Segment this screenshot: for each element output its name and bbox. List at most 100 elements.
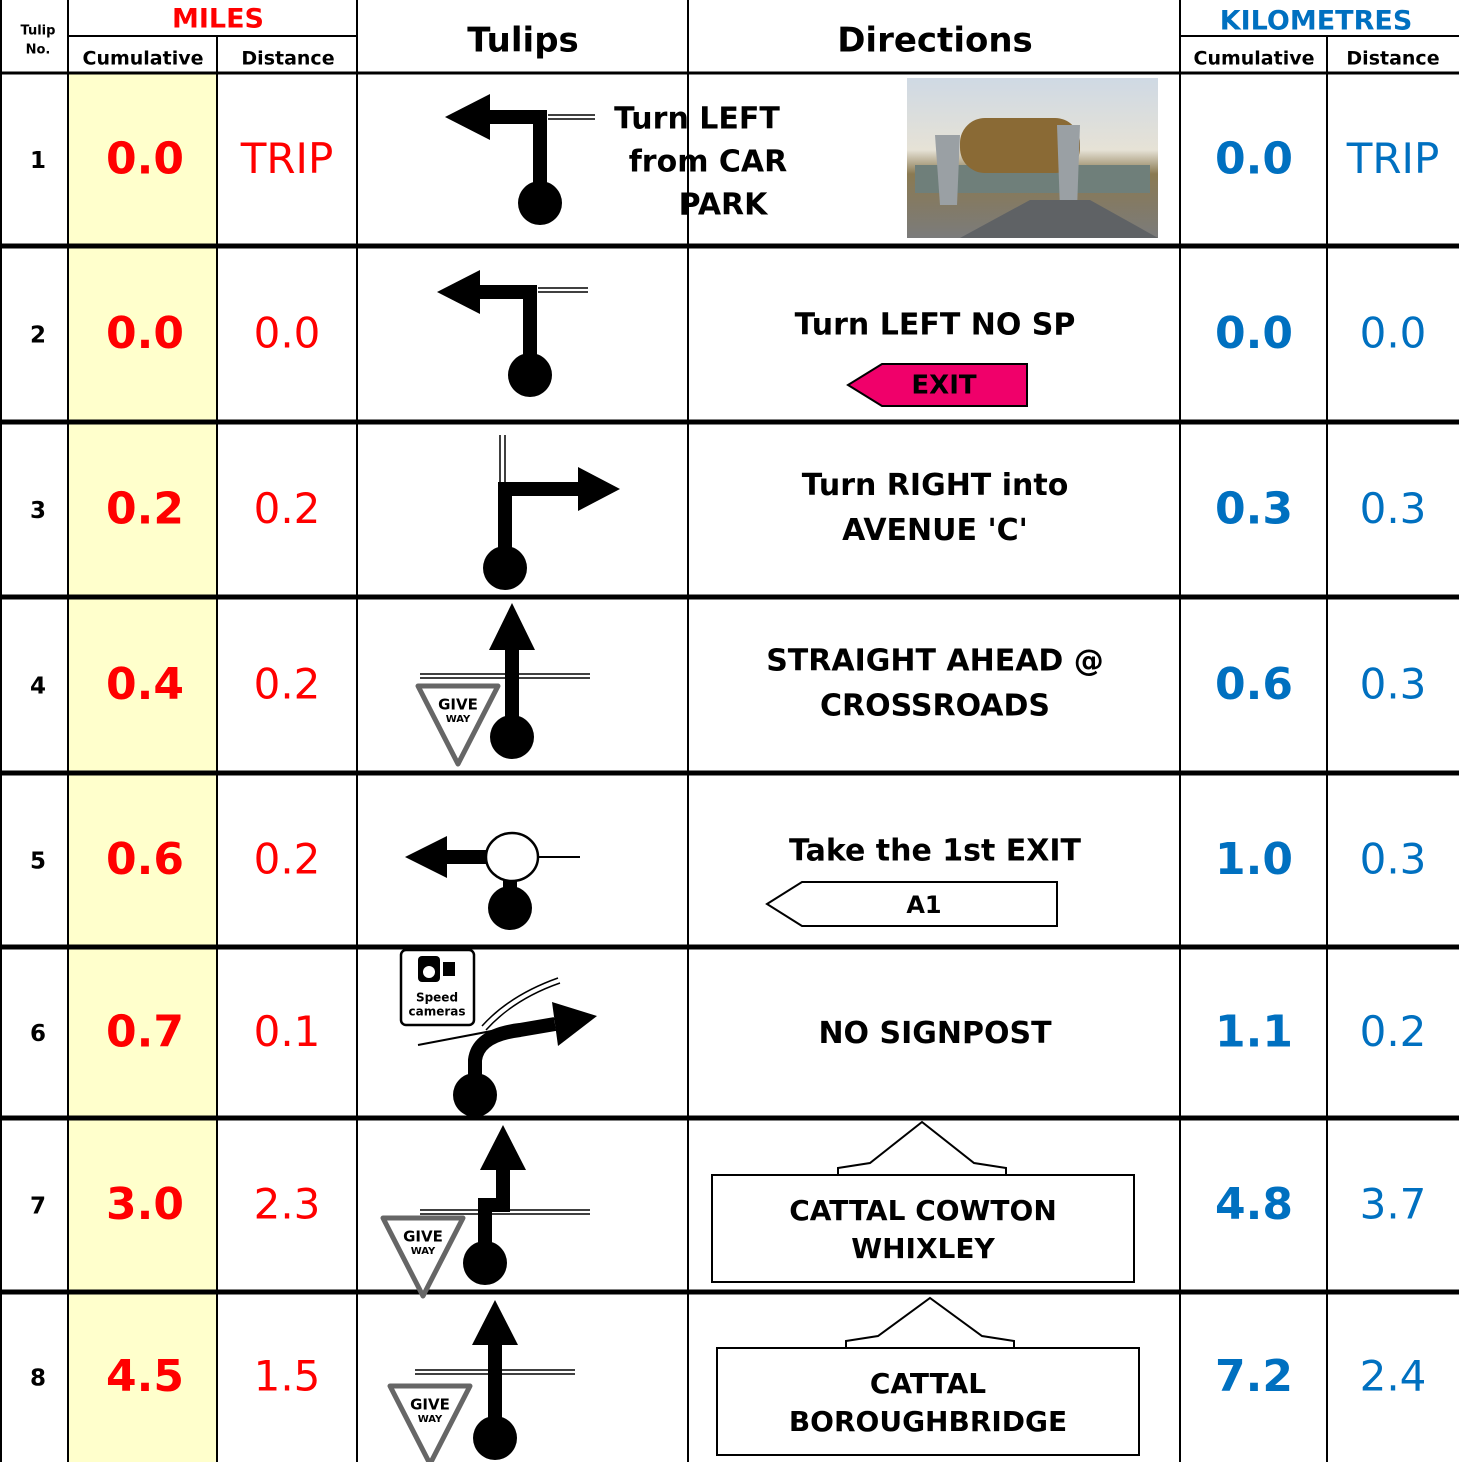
tulip-start <box>490 715 534 759</box>
direction-text: NO SIGNPOST <box>818 1016 1052 1051</box>
give-way-text: GIVE <box>438 696 478 714</box>
tulip-number: 6 <box>30 1021 46 1047</box>
header-distance: Distance <box>241 48 334 70</box>
tulip-number: 5 <box>30 849 46 875</box>
header-no: No. <box>26 43 51 58</box>
sign-text: WHIXLEY <box>851 1232 995 1265</box>
km-distance: 0.3 <box>1360 484 1427 533</box>
sign-text: EXIT <box>911 371 976 401</box>
sign-text: A1 <box>906 891 941 919</box>
header-tulips: Tulips <box>467 21 579 61</box>
direction-sign-arrow <box>846 1298 1014 1348</box>
header-tulip: Tulip <box>21 24 56 39</box>
header-distance: Distance <box>1346 48 1439 70</box>
direction-text: Take the 1st EXIT <box>789 834 1082 869</box>
direction-text: Turn LEFT <box>614 102 780 137</box>
tulip-arrow <box>489 603 535 650</box>
tulip-start <box>453 1073 497 1117</box>
give-way-text: WAY <box>411 1246 436 1257</box>
camera-icon <box>443 962 455 976</box>
km-distance: 0.0 <box>1360 309 1427 358</box>
km-cumulative: 1.0 <box>1215 834 1293 885</box>
miles-cumulative: 0.7 <box>106 1007 184 1058</box>
tulip-number: 4 <box>30 674 46 700</box>
km-distance: 0.2 <box>1360 1007 1427 1056</box>
direction-text: CROSSROADS <box>820 689 1050 724</box>
sign-text: CATTAL <box>870 1367 986 1400</box>
miles-distance: 0.0 <box>254 309 321 358</box>
tulip-arrow <box>405 836 447 878</box>
miles-distance: 0.2 <box>254 484 321 533</box>
tulip-start <box>508 353 552 397</box>
sign-text: CATTAL COWTON <box>789 1194 1057 1227</box>
header-miles: MILES <box>172 4 264 35</box>
direction-text: AVENUE 'C' <box>842 513 1028 548</box>
miles-cumulative: 0.0 <box>106 134 184 185</box>
tulip-number: 8 <box>30 1366 46 1392</box>
km-cumulative: 0.6 <box>1215 659 1293 710</box>
tulip-start <box>488 886 532 930</box>
direction-sign <box>717 1348 1139 1455</box>
miles-cumulative: 0.0 <box>106 308 184 359</box>
roadbook: Tulip No. MILES Cumulative Distance Tulips Dir… <box>0 0 1459 1462</box>
km-cumulative: 0.0 <box>1215 308 1293 359</box>
tulip-start <box>518 181 562 225</box>
km-cumulative: 4.8 <box>1215 1179 1293 1230</box>
direction-text: STRAIGHT AHEAD @ <box>766 644 1104 679</box>
give-way-text: WAY <box>418 1414 443 1425</box>
km-cumulative: 7.2 <box>1215 1351 1293 1402</box>
roundabout <box>486 833 538 881</box>
miles-distance: 1.5 <box>254 1352 321 1401</box>
header-directions: Directions <box>837 21 1033 61</box>
miles-distance: 0.2 <box>254 835 321 884</box>
miles-distance: TRIP <box>240 134 334 183</box>
km-distance: 2.4 <box>1360 1352 1427 1401</box>
tulip-start <box>483 546 527 590</box>
camera-text: cameras <box>408 1005 465 1019</box>
header-kilometres: KILOMETRES <box>1220 6 1413 37</box>
give-way-text: GIVE <box>410 1396 450 1414</box>
page: Tulip No. MILES Cumulative Distance Tulips Dir… <box>0 0 1459 1462</box>
km-distance: 3.7 <box>1360 1180 1427 1229</box>
miles-distance: 0.2 <box>254 660 321 709</box>
miles-distance: 2.3 <box>254 1180 321 1229</box>
direction-sign <box>712 1175 1134 1282</box>
direction-sign-arrow <box>838 1122 1006 1175</box>
miles-cumulative: 3.0 <box>106 1179 184 1230</box>
direction-text: PARK <box>679 188 770 223</box>
give-way-text: WAY <box>446 714 471 725</box>
km-distance: 0.3 <box>1360 835 1427 884</box>
tulip-arrow <box>578 467 620 511</box>
sign-text: BOROUGHBRIDGE <box>789 1405 1067 1438</box>
km-distance: TRIP <box>1346 134 1440 183</box>
tulip-arrow <box>472 1300 518 1345</box>
tulip-number: 3 <box>30 498 46 524</box>
tulip-arrow <box>437 270 480 314</box>
header-cumulative: Cumulative <box>83 48 204 70</box>
km-distance: 0.3 <box>1360 660 1427 709</box>
miles-cumulative: 0.2 <box>106 484 184 535</box>
miles-cumulative: 0.6 <box>106 834 184 885</box>
tulip-number: 7 <box>30 1194 46 1220</box>
direction-text: Turn LEFT NO SP <box>795 308 1076 343</box>
tulip-start <box>473 1416 517 1460</box>
km-cumulative: 0.0 <box>1215 134 1293 185</box>
km-cumulative: 1.1 <box>1215 1007 1293 1058</box>
camera-text: Speed <box>416 991 458 1005</box>
cumulative-column-bg <box>68 73 217 1462</box>
give-way-text: GIVE <box>403 1228 443 1246</box>
camera-lens <box>423 966 435 978</box>
header-cumulative: Cumulative <box>1194 48 1315 70</box>
tulip-number: 2 <box>30 323 46 349</box>
miles-cumulative: 0.4 <box>106 659 184 710</box>
tulip-arrow <box>445 94 490 140</box>
direction-text: from CAR <box>629 145 788 180</box>
direction-text: Turn RIGHT into <box>802 468 1069 503</box>
miles-distance: 0.1 <box>254 1007 321 1056</box>
photo-pillar <box>1057 125 1080 210</box>
tulip-arrow <box>552 1002 597 1046</box>
tulip-start <box>463 1241 507 1285</box>
tulip-number: 1 <box>30 148 46 174</box>
km-cumulative: 0.3 <box>1215 484 1293 535</box>
miles-cumulative: 4.5 <box>106 1351 184 1402</box>
